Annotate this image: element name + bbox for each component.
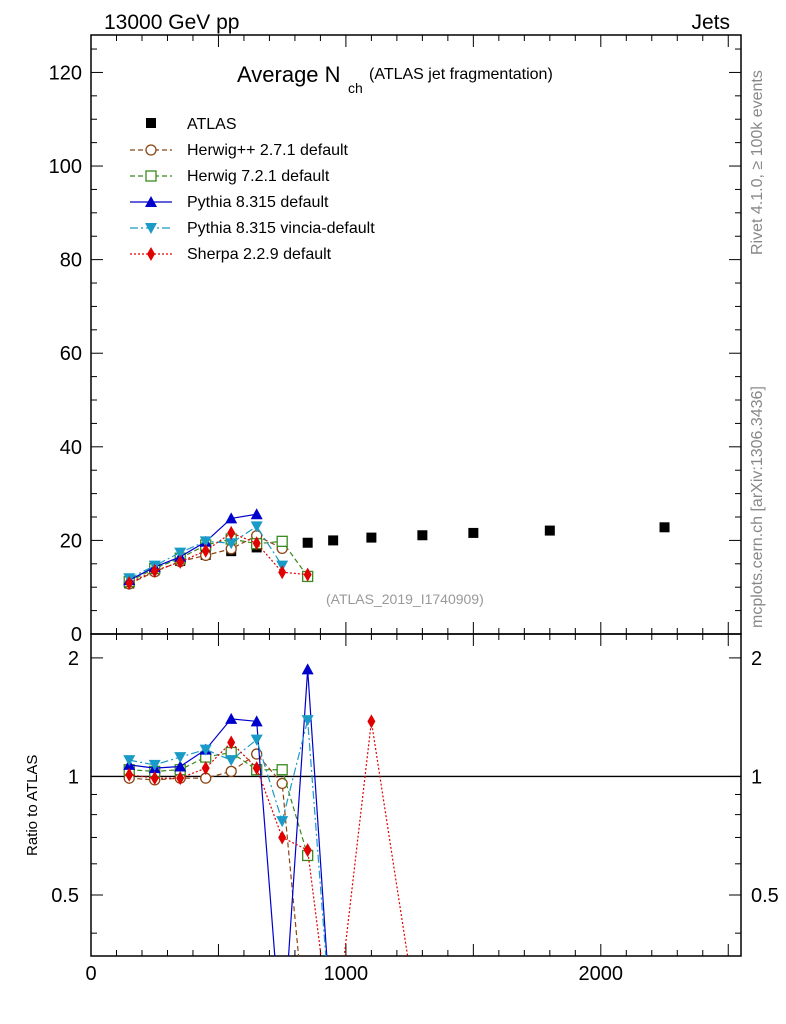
main-ytick-label: 0: [71, 624, 82, 646]
ratio-ytick-label-left: 2: [68, 648, 79, 670]
main-title-note: (ATLAS jet fragmentation): [369, 66, 553, 83]
ratio-point-pythia-8-315-vincia-default: [250, 734, 263, 746]
ratio-point-pythia-8-315-vincia-default: [199, 744, 212, 756]
ratio-point-pythia-8-315-default: [301, 663, 314, 675]
main-point-sherpa-2-2-9-default: [227, 525, 236, 540]
main-title-subscript: ch: [348, 80, 363, 96]
ratio-ytick-label-right: 1: [751, 766, 762, 788]
ratio-point-sherpa-2-2-9-default: [367, 714, 376, 729]
legend-entry-atlas: ATLAS: [146, 116, 237, 133]
main-series-layer: [123, 508, 670, 590]
ratio-point-sherpa-2-2-9-default: [125, 767, 134, 782]
main-ytick-label: 120: [49, 62, 82, 84]
legend-label-vincia: Pythia 8.315 vincia-default: [187, 220, 375, 237]
legend-label-atlas: ATLAS: [187, 116, 237, 133]
ratio-ytick-label-left: 0.5: [51, 885, 79, 907]
ratio-point-pythia-8-315-default: [174, 760, 187, 772]
legend-marker-pythia: [145, 196, 157, 207]
legend-entry-herwigpp: Herwig++ 2.7.1 default: [130, 142, 349, 159]
ratio-series-line-herwig-2-7-1-default: [129, 753, 300, 956]
ratio-point-pythia-8-315-vincia-default: [174, 752, 187, 764]
ratio-ytick-label-right: 2: [751, 648, 762, 670]
ratio-series-line-pythia-8-315-vincia-default: [129, 719, 327, 956]
main-point-atlas: [544, 525, 555, 536]
legend-entry-sherpa: Sherpa 2.2.9 default: [130, 246, 332, 263]
header-left-label: 13000 GeV pp: [104, 11, 239, 34]
main-point-pythia-8-315-vincia-default: [225, 538, 238, 550]
ratio-point-pythia-8-315-vincia-default: [123, 755, 136, 767]
main-point-sherpa-2-2-9-default: [176, 554, 185, 569]
main-ytick-label: 60: [60, 343, 82, 365]
main-series-line-sherpa-2-2-9-default: [128, 532, 308, 584]
legend-label-herwigpp: Herwig++ 2.7.1 default: [187, 142, 349, 159]
ratio-xtick-label: 0: [85, 963, 96, 985]
main-point-pythia-8-315-vincia-default: [199, 536, 212, 548]
ratio-xtick-label: 2000: [579, 963, 624, 985]
legend-entry-herwig7: Herwig 7.2.1 default: [130, 168, 330, 185]
legend-marker-sherpa: [147, 247, 155, 261]
ratio-plot-frame: [90, 633, 742, 957]
header-right-label: Jets: [691, 11, 730, 34]
main-point-pythia-8-315-default: [250, 508, 263, 520]
axes-layer: 0 20 40 60 80 100 120 0 1000 2000 0.5 0.5 1 1 2 2: [49, 35, 779, 985]
ratio-point-herwig-2-7-1-default: [225, 765, 237, 778]
ratio-point-sherpa-2-2-9-default: [176, 771, 185, 786]
main-point-sherpa-2-2-9-default: [303, 567, 312, 582]
legend-label-herwig7: Herwig 7.2.1 default: [187, 168, 330, 185]
main-title: Average N: [237, 62, 341, 87]
main-point-sherpa-2-2-9-default: [150, 563, 159, 578]
legend-label-pythia: Pythia 8.315 default: [187, 194, 329, 211]
main-point-pythia-8-315-vincia-default: [174, 547, 187, 559]
ratio-xtick-label: 1000: [324, 963, 369, 985]
ratio-point-herwig-2-7-1-default: [276, 777, 288, 790]
main-point-atlas: [468, 527, 479, 538]
legend-marker-atlas: [146, 118, 156, 128]
main-ytick-label: 40: [60, 437, 82, 459]
main-point-sherpa-2-2-9-default: [278, 565, 287, 580]
main-point-atlas: [302, 537, 313, 548]
main-point-sherpa-2-2-9-default: [252, 536, 261, 551]
ratio-ytick-label-right: 0.5: [751, 885, 779, 907]
legend-label-sherpa: Sherpa 2.2.9 default: [187, 246, 332, 263]
ratio-ytick-label-left: 1: [68, 766, 79, 788]
analysis-watermark: (ATLAS_2019_I1740909): [326, 591, 484, 607]
legend-entry-vincia: Pythia 8.315 vincia-default: [130, 220, 375, 237]
main-point-sherpa-2-2-9-default: [125, 575, 134, 590]
main-point-atlas: [659, 522, 670, 533]
main-point-atlas: [328, 535, 339, 546]
legend-marker-vincia: [145, 223, 157, 234]
ratio-ylabel: Ratio to ATLAS: [24, 755, 41, 856]
ratio-point-herwig-7-2-1-default: [276, 764, 288, 776]
main-ytick-label: 80: [60, 250, 82, 272]
ratio-point-pythia-8-315-vincia-default: [301, 715, 314, 727]
main-point-atlas: [366, 532, 377, 543]
main-point-herwig-7-2-1-default: [276, 535, 288, 547]
ratio-point-sherpa-2-2-9-default: [278, 830, 287, 845]
ratio-point-sherpa-2-2-9-default: [150, 771, 159, 786]
ratio-point-pythia-8-315-default: [225, 712, 238, 724]
main-ytick-label: 100: [49, 156, 82, 178]
legend-marker-herwig7: [145, 170, 157, 182]
ratio-point-sherpa-2-2-9-default: [201, 761, 210, 776]
main-ytick-label: 20: [60, 530, 82, 552]
ratio-point-pythia-8-315-vincia-default: [148, 759, 161, 771]
main-point-atlas: [417, 530, 428, 541]
ratio-point-sherpa-2-2-9-default: [303, 843, 312, 858]
rivet-version-label: Rivet 4.1.0, ≥ 100k events: [749, 70, 766, 255]
mcplots-source-label: mcplots.cern.ch [arXiv:1306.3436]: [749, 386, 766, 628]
ratio-series-layer: [123, 663, 409, 956]
legend: ATLAS Herwig++ 2.7.1 default Herwig 7.2.…: [130, 116, 375, 263]
main-point-pythia-8-315-vincia-default: [250, 521, 263, 533]
ratio-point-sherpa-2-2-9-default: [227, 735, 236, 750]
ratio-point-sherpa-2-2-9-default: [252, 761, 261, 776]
main-point-pythia-8-315-default: [225, 512, 238, 524]
legend-entry-pythia: Pythia 8.315 default: [130, 194, 329, 211]
ratio-point-pythia-8-315-vincia-default: [276, 816, 289, 828]
legend-marker-herwigpp: [145, 144, 157, 156]
ratio-point-pythia-8-315-default: [250, 715, 263, 727]
main-point-sherpa-2-2-9-default: [201, 543, 210, 558]
ratio-point-pythia-8-315-vincia-default: [225, 755, 238, 767]
